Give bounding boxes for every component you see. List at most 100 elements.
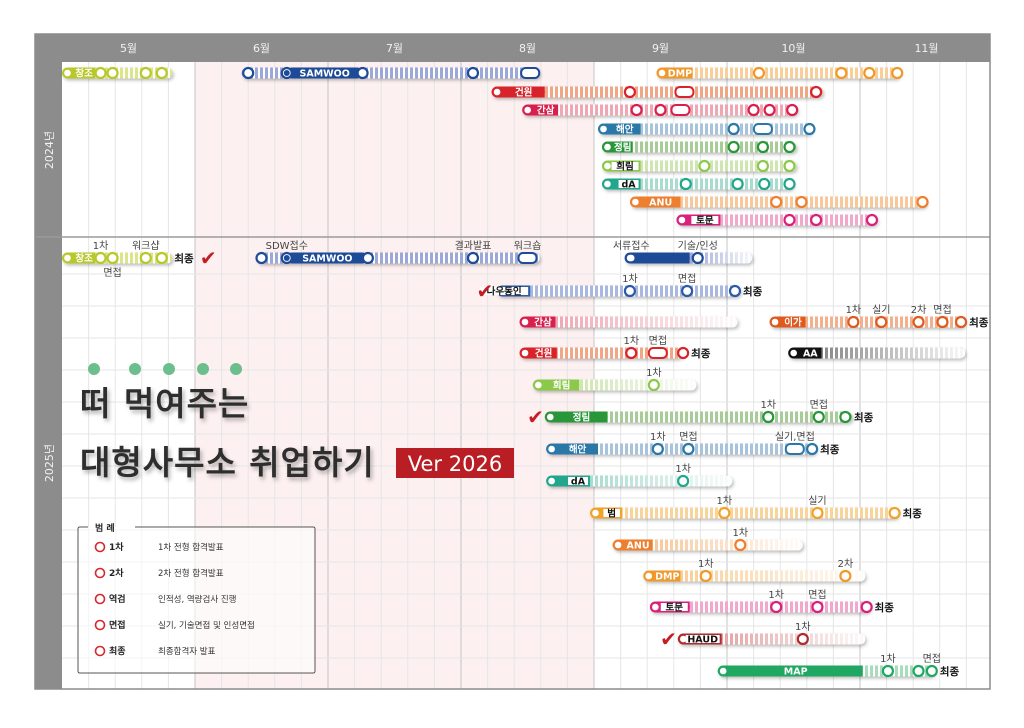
- bar-fade: [652, 539, 803, 551]
- milestone-note: 2차: [911, 304, 927, 316]
- start-dot-icon: [493, 88, 501, 96]
- milestone-note: SDW접수: [266, 240, 308, 252]
- bar-label-segment-edge: [627, 141, 633, 153]
- start-dot-icon: [632, 198, 639, 206]
- bar-간삼: 간삼: [519, 316, 738, 329]
- bar-label-segment: [519, 347, 557, 359]
- legend-key: 1차: [109, 541, 124, 553]
- start-dot-icon: [548, 445, 555, 453]
- milestone-circle-icon: [835, 66, 848, 80]
- start-dot-icon: [771, 318, 779, 326]
- milestone-circle-icon: [727, 140, 740, 154]
- bar-label-segment: [62, 67, 96, 79]
- bar-건원: 건원: [491, 85, 823, 99]
- bar-label: 정림: [573, 412, 590, 424]
- milestone-fill-icon: [283, 255, 290, 261]
- bar-label-segment: [62, 252, 96, 264]
- bar-label: 건원: [515, 87, 532, 99]
- start-dot-icon: [652, 603, 659, 611]
- milestone-note: 면접: [679, 431, 697, 443]
- legend-key: 면접: [109, 619, 126, 631]
- month-label: 8월: [519, 42, 536, 55]
- start-dot-icon: [658, 69, 666, 77]
- bar-label-segment: [643, 570, 681, 582]
- label-box: [480, 287, 529, 295]
- milestone-circle-icon: [916, 195, 929, 209]
- start-dot-icon: [604, 143, 611, 151]
- bar-label-segment-edge: [635, 123, 641, 135]
- bar-label-segment: [624, 252, 690, 264]
- milestone-circle-icon: [936, 315, 949, 329]
- label-box: [685, 635, 720, 643]
- milestone-circle-icon: [803, 122, 816, 136]
- label-box: [618, 180, 639, 188]
- bar-label-segment: [546, 443, 598, 455]
- month-labels: 5월 6월 7월 8월 9월 10월 11월: [120, 42, 939, 55]
- milestone-circle-icon: [682, 442, 695, 456]
- legend-marker-icon: [94, 593, 106, 605]
- start-dot-icon: [614, 541, 622, 549]
- month-header: [35, 34, 990, 62]
- bar-label-segment: [544, 411, 608, 423]
- bar-label-segment: [788, 347, 822, 359]
- dot-icon: [230, 363, 242, 375]
- bar-label-segment-edge: [552, 104, 559, 116]
- dot-icon: [163, 363, 175, 375]
- bar-label-segment-edge: [674, 196, 681, 208]
- label-box: [660, 603, 688, 611]
- bar-label: DMP: [655, 572, 679, 583]
- bar-label-segment: [519, 316, 556, 328]
- bar-unnamed: 서류접수 기술/인성: [613, 240, 753, 265]
- bar-label-segment-edge: [857, 665, 863, 677]
- milestone-circle-icon: [242, 66, 255, 80]
- milestone-circle-icon: [731, 177, 744, 191]
- milestone-circle-icon: [747, 103, 760, 117]
- bar-label: 희림: [553, 380, 570, 392]
- bar-label-segment: [522, 104, 559, 116]
- bar-track: [496, 285, 741, 297]
- checkmark-icon: ✔: [200, 246, 217, 270]
- milestone-fill-icon: [283, 70, 290, 76]
- milestone-circle-icon: [466, 66, 480, 80]
- legend-desc: 최종합격자 발표: [158, 646, 216, 657]
- milestone-circle-icon: [875, 315, 888, 329]
- milestone-note: 서류접수: [613, 240, 650, 252]
- milestone-note: 1차: [795, 621, 811, 633]
- bar-label: DMP: [668, 69, 692, 80]
- milestone-circle-icon: [625, 346, 638, 360]
- title-line-2: 대형사무소 취업하기: [80, 443, 375, 482]
- milestone-circle-icon: [847, 315, 860, 329]
- dot-icon: [129, 363, 141, 375]
- milestone-circle-icon: [466, 251, 480, 265]
- start-dot-icon: [600, 125, 607, 133]
- milestone-circle-icon: [691, 251, 704, 265]
- bar-DMP: DMP: [656, 66, 904, 80]
- final-label: 최종: [820, 443, 840, 456]
- bar-창조: 창조: [62, 66, 173, 80]
- bar-label-segment: [532, 379, 580, 391]
- milestone-note: 실기,면접: [775, 431, 815, 443]
- milestone-circle-icon: [155, 251, 168, 265]
- dot-icon: [197, 363, 209, 375]
- milestone-note: 1차: [646, 367, 662, 379]
- bar-label-segment-edge: [89, 252, 96, 264]
- milestone-circle-icon: [651, 442, 664, 456]
- milestone-circle-icon: [756, 140, 770, 154]
- milestone-circle-icon: [647, 378, 660, 392]
- green-dots: [88, 363, 242, 375]
- legend-desc: 2차 전형 합격발표: [158, 568, 224, 579]
- milestone-circle-icon: [139, 251, 152, 265]
- bar-토문: 토문: [676, 213, 879, 227]
- bar-fade: [590, 475, 733, 487]
- title-line-1: 떠 먹여주는: [80, 384, 249, 423]
- label-box: [691, 216, 719, 224]
- milestone-circle-icon: [795, 195, 808, 209]
- bar-label-segment: [286, 67, 363, 79]
- start-dot-icon: [64, 69, 71, 77]
- start-dot-icon: [546, 413, 554, 421]
